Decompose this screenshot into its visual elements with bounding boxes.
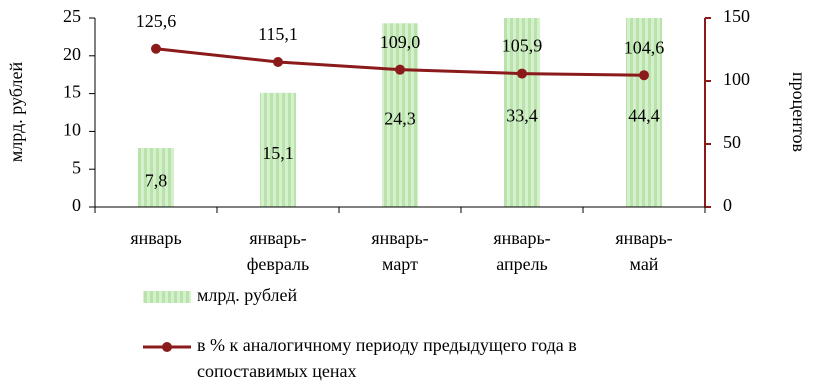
line-value-label: 104,6 bbox=[624, 37, 665, 57]
bar-value-label: 7,8 bbox=[145, 171, 168, 191]
y2-tick-label: 50 bbox=[723, 132, 741, 152]
line-value-label: 105,9 bbox=[502, 36, 543, 56]
y2-tick-label: 0 bbox=[723, 195, 732, 215]
y-tick-label: 0 bbox=[72, 195, 81, 215]
bars bbox=[138, 18, 662, 207]
x-tick-label: январь-март bbox=[371, 228, 428, 274]
y2-tick-label: 100 bbox=[723, 69, 750, 89]
line-value-label: 109,0 bbox=[380, 32, 421, 52]
x-tick-label: январь-апрель bbox=[493, 228, 550, 274]
line-point bbox=[639, 70, 649, 81]
y-tick-label: 20 bbox=[63, 44, 81, 64]
bar-value-label: 33,4 bbox=[506, 106, 538, 126]
bar bbox=[138, 148, 174, 207]
line-value-label: 125,6 bbox=[136, 11, 177, 31]
line-point bbox=[151, 43, 161, 54]
bar-value-label: 24,3 bbox=[384, 108, 416, 128]
line-value-label: 115,1 bbox=[258, 24, 298, 44]
x-tick-label: январь bbox=[130, 228, 181, 248]
line-point bbox=[517, 68, 527, 79]
bar bbox=[504, 18, 540, 207]
bar bbox=[382, 23, 418, 207]
y-tick-label: 5 bbox=[72, 157, 81, 177]
line-point bbox=[395, 64, 405, 75]
y2-axis-label: процентов bbox=[789, 72, 809, 152]
bar bbox=[260, 92, 296, 207]
x-tick-label: январь-май bbox=[615, 228, 672, 274]
bar-value-label: 15,1 bbox=[262, 143, 294, 163]
legend-swatch-marker bbox=[162, 342, 172, 352]
y-tick-label: 10 bbox=[63, 120, 81, 140]
bar-value-label: 44,4 bbox=[628, 106, 660, 126]
line-point bbox=[273, 56, 283, 67]
x-tick-label: январь-февраль bbox=[247, 228, 310, 274]
legend-label: млрд. рублей bbox=[197, 285, 298, 305]
y2-tick-label: 150 bbox=[723, 6, 750, 26]
legend-swatch bbox=[143, 291, 191, 303]
y-axis-label: млрд. рублей bbox=[6, 62, 26, 163]
bar bbox=[626, 18, 662, 207]
y-tick-label: 15 bbox=[63, 82, 81, 102]
legend-label: в % к аналогичному периоду предыдущего г… bbox=[197, 335, 581, 381]
y-tick-label: 25 bbox=[63, 6, 81, 26]
